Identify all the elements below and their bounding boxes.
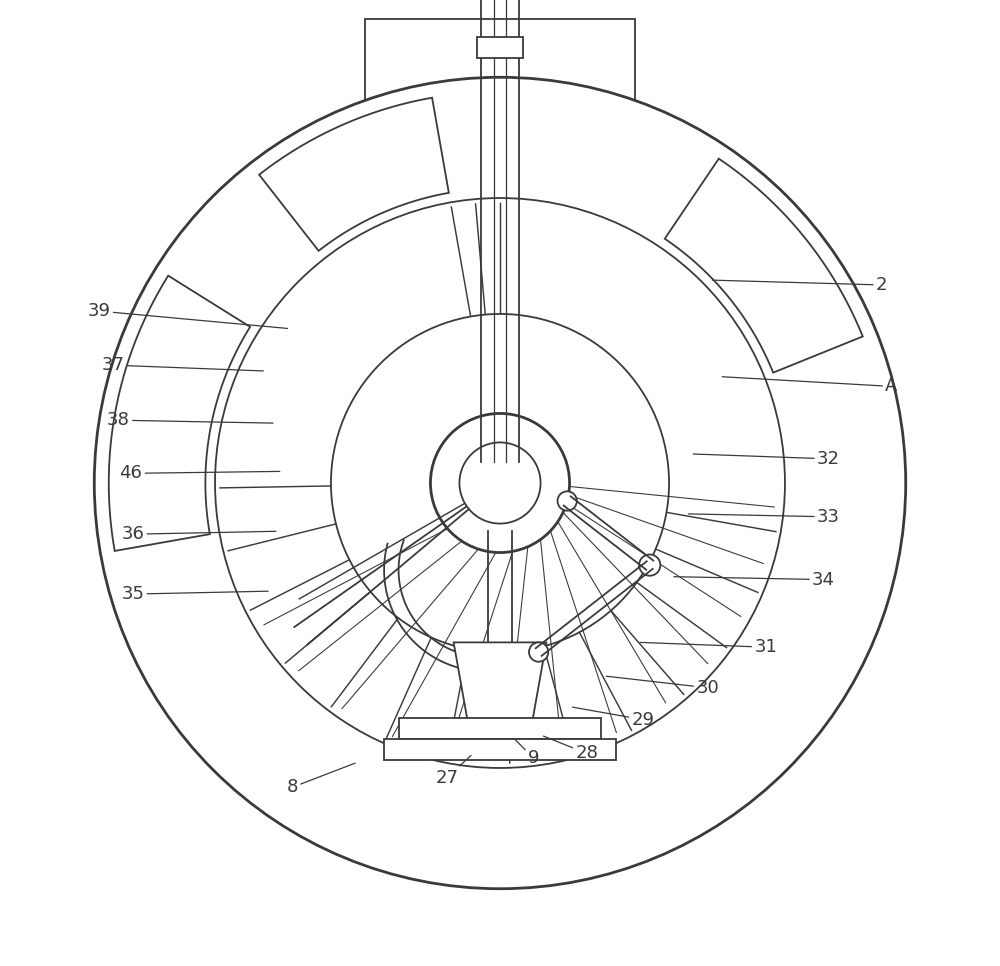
Polygon shape: [259, 98, 449, 251]
Circle shape: [331, 314, 669, 652]
Text: 33: 33: [688, 508, 840, 526]
Text: 8: 8: [287, 763, 355, 796]
Text: 34: 34: [674, 571, 835, 588]
Text: 37: 37: [102, 356, 263, 374]
Text: 28: 28: [543, 736, 598, 762]
Circle shape: [215, 198, 785, 768]
Text: 32: 32: [693, 450, 840, 468]
Text: 2: 2: [713, 276, 887, 294]
Text: 29: 29: [572, 707, 654, 728]
Polygon shape: [454, 642, 546, 729]
Text: 38: 38: [107, 412, 273, 429]
Text: 35: 35: [121, 585, 268, 603]
Circle shape: [94, 77, 906, 889]
Polygon shape: [113, 508, 887, 884]
Circle shape: [430, 413, 570, 553]
Bar: [365, 19, 635, 821]
Circle shape: [639, 554, 660, 576]
Text: 39: 39: [88, 302, 287, 328]
Bar: [384, 739, 616, 760]
Polygon shape: [665, 158, 863, 373]
Text: A: A: [722, 377, 897, 395]
Bar: [477, 37, 523, 58]
Text: 27: 27: [435, 755, 471, 786]
Circle shape: [459, 442, 541, 524]
Text: 46: 46: [120, 465, 280, 482]
Circle shape: [558, 492, 577, 511]
Text: 30: 30: [606, 676, 719, 696]
Text: 9: 9: [514, 739, 540, 767]
Polygon shape: [109, 275, 250, 551]
Circle shape: [529, 642, 548, 662]
Text: 31: 31: [640, 639, 777, 656]
Bar: [399, 718, 601, 739]
Text: 36: 36: [121, 526, 276, 543]
